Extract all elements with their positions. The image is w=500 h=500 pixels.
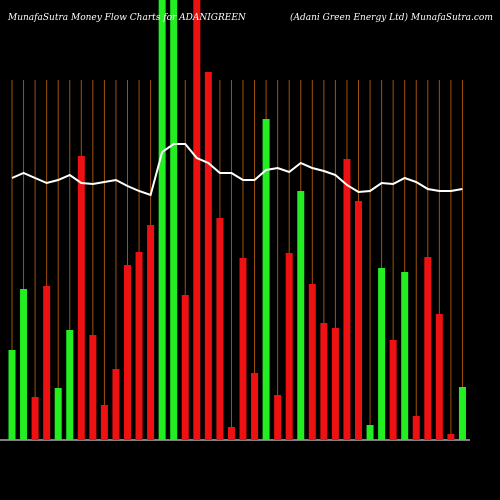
bar — [89, 335, 97, 440]
bar — [20, 289, 28, 440]
bar — [77, 156, 85, 440]
bar — [401, 272, 409, 440]
chart-title: MunafaSutra Money Flow Charts for ADANIG… — [7, 13, 247, 23]
bar — [239, 258, 247, 440]
bar — [331, 328, 339, 440]
bar — [181, 295, 189, 440]
bar — [424, 257, 432, 440]
bar — [274, 395, 282, 440]
bar — [458, 387, 466, 440]
bar — [31, 397, 39, 440]
bar — [158, 0, 166, 440]
bar — [412, 416, 420, 440]
bar — [100, 405, 108, 440]
bar — [8, 350, 16, 440]
bar — [251, 373, 259, 440]
bar — [193, 0, 201, 440]
bar — [54, 388, 62, 440]
chart-subtitle: (Adani Green Energy Ltd) MunafaSutra.com — [290, 12, 493, 23]
bar — [389, 340, 397, 440]
line — [11, 143, 463, 197]
bar — [135, 252, 143, 440]
bar — [227, 427, 235, 440]
bar — [378, 268, 386, 440]
bar — [297, 191, 305, 440]
bar — [66, 330, 74, 440]
bar — [447, 434, 455, 440]
bar — [435, 314, 443, 440]
bar — [124, 265, 131, 440]
bar — [320, 323, 328, 440]
bar — [308, 284, 316, 440]
bar — [285, 253, 293, 440]
bar — [355, 201, 362, 440]
bar — [147, 225, 155, 440]
bar — [170, 0, 178, 440]
bar — [216, 218, 224, 440]
bar — [366, 425, 374, 440]
bar — [204, 72, 212, 440]
bar — [262, 119, 270, 440]
bar — [112, 369, 120, 440]
bar — [343, 159, 351, 440]
bar — [43, 286, 51, 440]
